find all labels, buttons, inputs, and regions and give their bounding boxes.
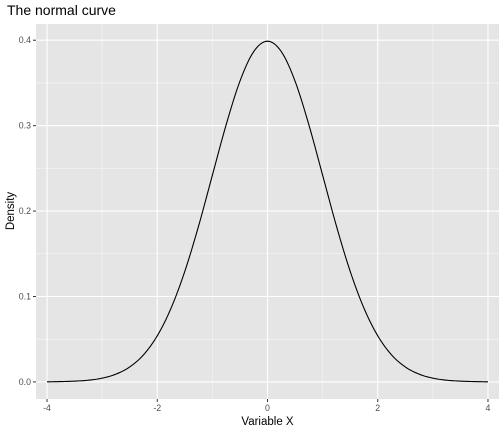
y-tick-label: 0.0 (19, 377, 31, 387)
series-layer (47, 40, 488, 383)
density-curve-line (47, 40, 488, 383)
y-tick-label: 0.2 (19, 206, 31, 216)
chart-title: The normal curve (7, 2, 116, 18)
x-tick-label: -2 (153, 403, 161, 413)
x-axis: -4 -2 0 2 4 (43, 399, 491, 413)
y-axis: 0.0 0.1 0.2 0.3 0.4 (19, 35, 36, 387)
x-tick-label: 0 (265, 403, 270, 413)
y-tick-label: 0.3 (19, 121, 31, 131)
y-axis-title: Density (5, 192, 17, 231)
x-axis-title: Variable X (241, 416, 294, 428)
x-tick-label: 4 (486, 403, 491, 413)
x-tick-label: 2 (375, 403, 380, 413)
y-tick-label: 0.1 (19, 291, 31, 301)
y-tick-label: 0.4 (19, 35, 31, 45)
x-tick-label: -4 (43, 403, 51, 413)
